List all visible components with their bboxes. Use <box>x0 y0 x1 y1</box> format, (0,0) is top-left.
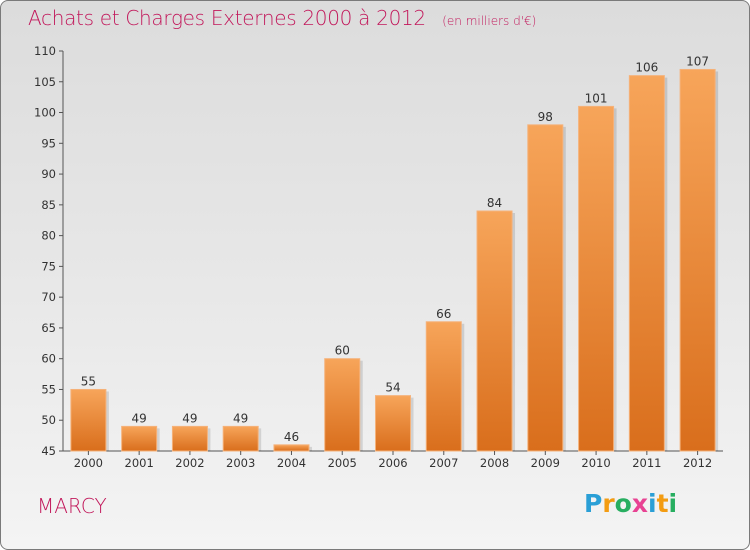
x-tick-label: 2008 <box>480 456 509 470</box>
chart-unit: (en milliers d'€) <box>442 14 537 28</box>
data-label: 49 <box>182 411 197 425</box>
logo-letter: i <box>648 489 657 518</box>
data-label: 49 <box>233 411 248 425</box>
data-label: 107 <box>686 54 709 68</box>
y-tick-label: 70 <box>41 290 56 304</box>
bar <box>578 105 615 452</box>
data-label: 106 <box>635 61 658 75</box>
x-tick-label: 2010 <box>581 456 610 470</box>
y-tick-label: 75 <box>41 259 56 273</box>
y-tick-label: 85 <box>41 198 56 212</box>
commune-name: MARCY <box>37 494 107 518</box>
data-label: 84 <box>487 196 502 210</box>
y-tick-label: 110 <box>34 44 56 58</box>
y-tick-label: 45 <box>41 444 56 458</box>
y-tick-label: 80 <box>41 229 56 243</box>
y-tick-label: 50 <box>41 413 56 427</box>
y-tick-label: 105 <box>34 75 56 89</box>
bar <box>679 68 716 452</box>
bar <box>273 444 310 452</box>
data-label: 98 <box>538 110 553 124</box>
data-label: 66 <box>436 307 451 321</box>
chart-title: Achats et Charges Externes 2000 à 2012 (… <box>28 6 536 30</box>
x-tick-label: 2007 <box>429 456 458 470</box>
x-tick-label: 2011 <box>632 456 661 470</box>
chart-title-text: Achats et Charges Externes 2000 à 2012 <box>28 6 426 30</box>
logo-letter: i <box>668 489 678 518</box>
logo-letter: t <box>656 489 669 518</box>
y-tick-label: 60 <box>41 352 56 366</box>
x-tick-label: 2004 <box>277 456 306 470</box>
x-tick-label: 2006 <box>378 456 407 470</box>
data-label: 54 <box>385 381 400 395</box>
data-label: 55 <box>81 374 96 388</box>
bar <box>527 124 564 452</box>
bar <box>324 358 361 452</box>
data-label: 60 <box>335 344 350 358</box>
data-label: 101 <box>585 91 608 105</box>
logo-letter: r <box>602 489 615 518</box>
logo-letter: P <box>584 489 603 518</box>
x-tick-label: 2002 <box>175 456 204 470</box>
bar <box>121 425 158 452</box>
y-tick-label: 90 <box>41 167 56 181</box>
bar <box>476 210 513 452</box>
x-tick-label: 2005 <box>328 456 357 470</box>
y-tick-label: 65 <box>41 321 56 335</box>
y-tick-label: 55 <box>41 382 56 396</box>
x-tick-label: 2009 <box>531 456 560 470</box>
bar <box>222 425 259 452</box>
x-tick-label: 2001 <box>125 456 154 470</box>
x-tick-label: 2000 <box>74 456 103 470</box>
bar <box>628 75 665 452</box>
logo-letter: o <box>614 489 632 518</box>
data-label: 49 <box>132 411 147 425</box>
x-tick-label: 2012 <box>683 456 712 470</box>
logo-letter: x <box>631 489 648 518</box>
bar <box>375 395 411 452</box>
y-tick-label: 95 <box>41 136 56 150</box>
bar <box>70 388 107 452</box>
x-tick-label: 2003 <box>226 456 255 470</box>
y-tick-label: 100 <box>34 106 56 120</box>
bar <box>171 425 208 452</box>
data-label: 46 <box>284 430 299 444</box>
proxiti-logo: Proxiti <box>584 489 677 518</box>
bar <box>425 321 462 452</box>
